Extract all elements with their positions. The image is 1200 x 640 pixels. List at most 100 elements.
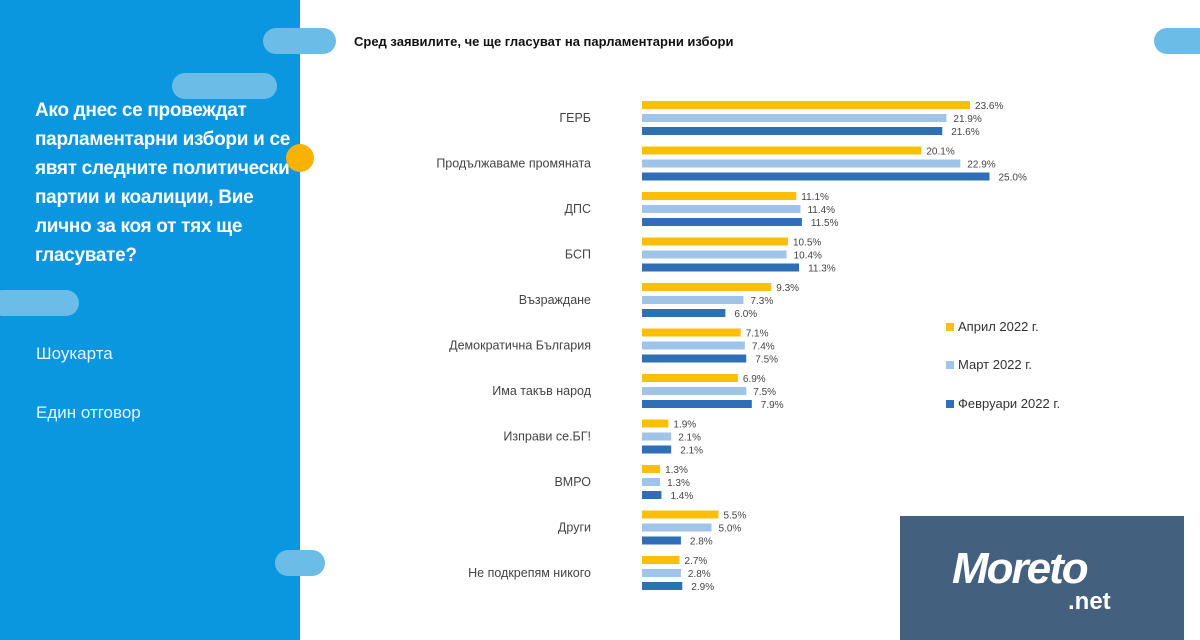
bar xyxy=(642,387,747,395)
showcard-note: Шоукарта xyxy=(36,344,113,363)
data-label: 9.3% xyxy=(776,283,799,294)
data-label: 7.4% xyxy=(752,342,775,353)
bar xyxy=(642,569,681,577)
bar xyxy=(642,237,788,246)
bar xyxy=(642,445,672,454)
decor-pill xyxy=(275,550,325,576)
legend-swatch xyxy=(946,400,954,408)
legend-swatch xyxy=(946,361,954,369)
category-label: БСП xyxy=(565,248,591,262)
data-label: 5.5% xyxy=(723,511,746,522)
data-label: 7.5% xyxy=(755,355,778,366)
category-label: Продължаваме промяната xyxy=(436,157,591,171)
bar xyxy=(642,491,662,499)
chart-title: Сред заявилите, че ще гласуват на парлам… xyxy=(354,34,734,49)
data-label: 1.3% xyxy=(667,478,690,489)
data-label: 20.1% xyxy=(926,147,954,158)
data-label: 6.0% xyxy=(734,309,757,320)
decor-dot xyxy=(286,144,314,172)
left-panel: Ако днес се провеждат парламентарни избо… xyxy=(0,0,300,640)
legend-item: Февруари 2022 г. xyxy=(946,396,1060,411)
bar xyxy=(642,205,801,213)
bar xyxy=(642,159,961,168)
bar xyxy=(642,510,719,519)
data-label: 11.1% xyxy=(801,192,829,203)
bar xyxy=(642,354,747,363)
decor-pill xyxy=(0,290,79,316)
data-label: 11.3% xyxy=(808,264,836,275)
bar xyxy=(642,296,744,304)
data-label: 7.9% xyxy=(761,400,784,411)
data-label: 11.5% xyxy=(811,218,839,229)
bar xyxy=(642,192,797,200)
legend-swatch xyxy=(946,323,954,331)
bar xyxy=(642,582,683,590)
data-label: 7.5% xyxy=(753,387,776,398)
data-label: 21.9% xyxy=(953,114,981,125)
data-label: 7.3% xyxy=(750,296,773,307)
bar xyxy=(642,218,802,226)
bar xyxy=(642,478,661,486)
data-label: 23.6% xyxy=(975,101,1003,112)
bar xyxy=(642,523,712,532)
bar xyxy=(642,114,947,122)
legend-label: Април 2022 г. xyxy=(958,319,1039,334)
bar xyxy=(642,283,772,291)
data-label: 1.4% xyxy=(670,491,693,502)
moreto-logo: Moreto .net xyxy=(900,516,1184,640)
category-label: Има такъв народ xyxy=(492,384,591,398)
bar xyxy=(642,309,726,317)
bar xyxy=(642,146,922,155)
legend-label: Март 2022 г. xyxy=(958,357,1033,372)
category-label: Демократична България xyxy=(449,339,591,353)
data-label: 25.0% xyxy=(999,173,1027,184)
data-label: 10.4% xyxy=(794,251,822,262)
logo-mark: .net xyxy=(1068,588,1111,615)
bar xyxy=(642,556,680,564)
logo-mark: Moreto xyxy=(952,544,1089,593)
data-label: 1.9% xyxy=(673,420,696,431)
data-label: 2.9% xyxy=(691,582,714,593)
decor-pill xyxy=(263,28,336,54)
data-label: 22.9% xyxy=(967,160,995,171)
category-label: Не подкрепям никого xyxy=(468,566,591,580)
category-label: ГЕРБ xyxy=(559,111,591,125)
category-label: Възраждане xyxy=(519,293,591,307)
data-label: 1.3% xyxy=(665,465,688,476)
bar xyxy=(642,465,661,473)
category-label: ДПС xyxy=(565,202,591,216)
bar xyxy=(642,536,681,545)
bar xyxy=(642,172,990,181)
bar xyxy=(642,374,738,382)
legend-item: Март 2022 г. xyxy=(946,357,1032,372)
data-label: 7.1% xyxy=(746,329,769,340)
answer-note: Един отговор xyxy=(36,403,141,422)
category-label: Изправи се.БГ! xyxy=(503,430,591,444)
data-label: 5.0% xyxy=(719,524,742,535)
question-text: Ако днес се провеждат парламентарни избо… xyxy=(35,100,290,266)
bar xyxy=(642,127,943,135)
category-label: ВМРО xyxy=(554,475,591,489)
data-label: 2.1% xyxy=(678,433,701,444)
data-label: 10.5% xyxy=(793,238,821,249)
bar xyxy=(642,328,741,337)
data-label: 2.7% xyxy=(685,556,708,567)
bar xyxy=(642,432,672,441)
category-label: Други xyxy=(558,521,591,535)
legend-label: Февруари 2022 г. xyxy=(958,396,1061,411)
bar xyxy=(642,263,800,272)
decor-pill xyxy=(1154,28,1200,54)
bar xyxy=(642,419,669,428)
decor-pill xyxy=(172,73,277,99)
data-label: 11.4% xyxy=(807,205,835,216)
bar xyxy=(642,101,971,109)
data-label: 2.8% xyxy=(690,537,713,548)
data-label: 2.8% xyxy=(688,569,711,580)
data-label: 2.1% xyxy=(680,446,703,457)
data-label: 6.9% xyxy=(743,374,766,385)
data-label: 21.6% xyxy=(951,127,979,138)
legend-item: Април 2022 г. xyxy=(946,319,1039,334)
bar xyxy=(642,400,752,408)
bar xyxy=(642,341,745,350)
